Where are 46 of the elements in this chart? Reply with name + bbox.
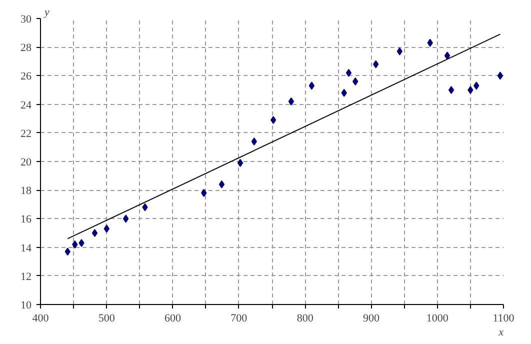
y-tick-label: 16	[20, 214, 32, 226]
point	[72, 240, 78, 248]
x-tick-label: 1100	[492, 312, 515, 324]
point	[346, 68, 352, 77]
point	[122, 214, 129, 223]
x-tick-label: 900	[362, 312, 380, 324]
x-tick-label: 600	[164, 312, 182, 324]
x-tick-label: 1000	[426, 312, 449, 324]
y-tick-label: 18	[20, 185, 32, 198]
point	[352, 77, 358, 86]
point	[341, 88, 347, 97]
y-tick-label: 20	[20, 156, 32, 168]
point	[251, 137, 257, 146]
y-tick-label: 24	[20, 99, 32, 112]
x-tick-label: 800	[296, 312, 314, 324]
y-tick-label: 26	[20, 70, 32, 83]
point	[270, 116, 276, 124]
point	[218, 180, 225, 188]
point	[308, 82, 315, 90]
y-tick-label: 10	[20, 300, 32, 312]
point	[468, 86, 474, 94]
point	[497, 72, 504, 80]
point	[64, 248, 70, 256]
point	[427, 38, 433, 47]
y-tick-label: 22	[20, 128, 32, 140]
point	[444, 52, 450, 60]
point	[92, 229, 98, 237]
point	[142, 203, 148, 212]
point	[474, 82, 480, 90]
point	[373, 60, 379, 68]
y-axis-title: y	[44, 6, 50, 18]
point	[78, 239, 84, 248]
x-tick-label: 400	[32, 312, 50, 324]
y-tick-label: 14	[20, 242, 32, 254]
y-tick-label: 28	[20, 42, 32, 54]
point	[237, 158, 244, 167]
point	[448, 86, 454, 94]
point	[396, 47, 402, 56]
x-tick-label: 700	[230, 312, 248, 324]
point	[104, 224, 110, 233]
y-tick-label: 12	[20, 270, 32, 283]
point	[201, 188, 207, 197]
x-tick-label: 500	[98, 312, 116, 324]
x-axis-title: x	[498, 326, 504, 338]
y-tick-label: 30	[20, 14, 32, 26]
point	[288, 97, 294, 106]
